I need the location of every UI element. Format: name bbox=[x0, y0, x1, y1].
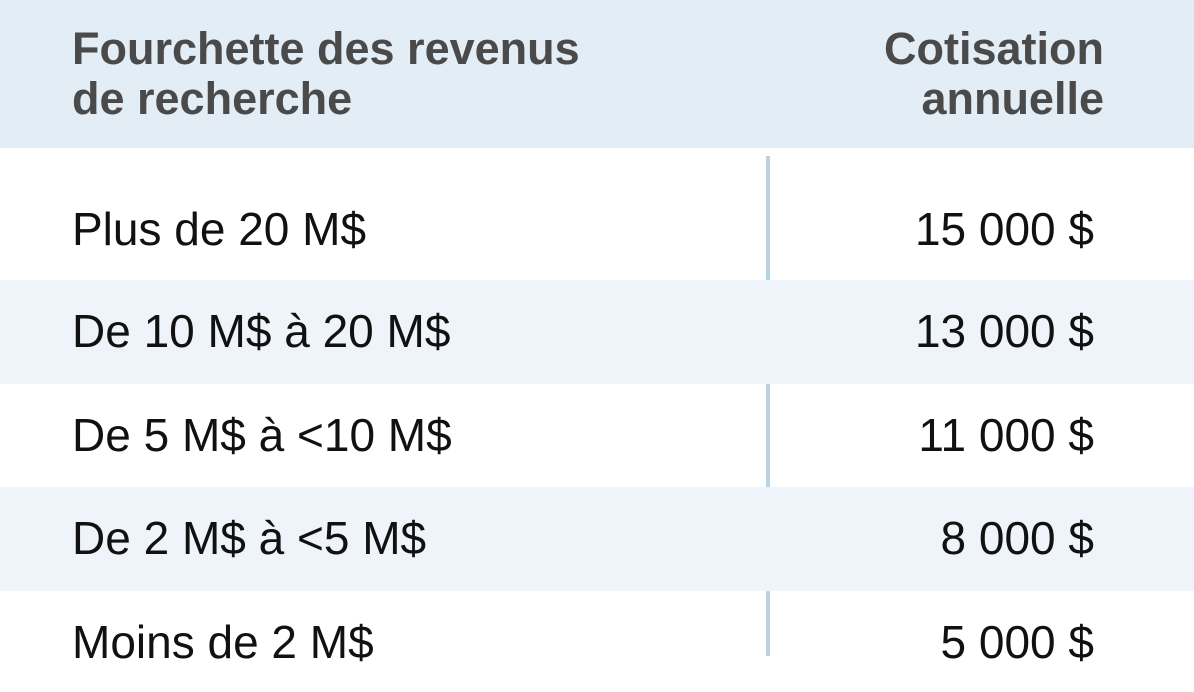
column-header-revenue-range-line2: de recherche bbox=[72, 73, 353, 124]
revenue-range-cell: De 10 M$ à 20 M$ bbox=[72, 305, 451, 357]
revenue-range-cell: De 5 M$ à <10 M$ bbox=[72, 409, 452, 461]
column-header-revenue-range: Fourchette des revenus de recherche bbox=[72, 24, 712, 124]
table-row: Moins de 2 M$ 5 000 $ bbox=[0, 591, 1194, 692]
revenue-range-cell: Plus de 20 M$ bbox=[72, 203, 367, 255]
annual-fee-cell: 13 000 $ bbox=[914, 305, 1094, 357]
column-header-revenue-range-line1: Fourchette des revenus bbox=[72, 23, 580, 74]
annual-fee-cell: 8 000 $ bbox=[940, 512, 1094, 564]
annual-fee-cell: 5 000 $ bbox=[940, 616, 1094, 668]
annual-fee-cell: 11 000 $ bbox=[918, 409, 1094, 461]
revenue-range-cell: Moins de 2 M$ bbox=[72, 616, 374, 668]
table-body: Plus de 20 M$ 15 000 $ De 10 M$ à 20 M$ … bbox=[0, 178, 1194, 692]
annual-fee-cell: 15 000 $ bbox=[914, 203, 1094, 255]
column-header-annual-fee: Cotisation annuelle bbox=[784, 24, 1104, 124]
table-row: De 5 M$ à <10 M$ 11 000 $ bbox=[0, 384, 1194, 487]
table-row: De 10 M$ à 20 M$ 13 000 $ bbox=[0, 280, 1194, 384]
column-header-annual-fee-line1: Cotisation bbox=[884, 23, 1104, 74]
table-header: Fourchette des revenus de recherche Coti… bbox=[0, 0, 1194, 148]
table-row: Plus de 20 M$ 15 000 $ bbox=[0, 178, 1194, 280]
table-row: De 2 M$ à <5 M$ 8 000 $ bbox=[0, 487, 1194, 591]
column-header-annual-fee-line2: annuelle bbox=[921, 73, 1104, 124]
revenue-range-cell: De 2 M$ à <5 M$ bbox=[72, 512, 427, 564]
column-divider bbox=[766, 156, 770, 656]
